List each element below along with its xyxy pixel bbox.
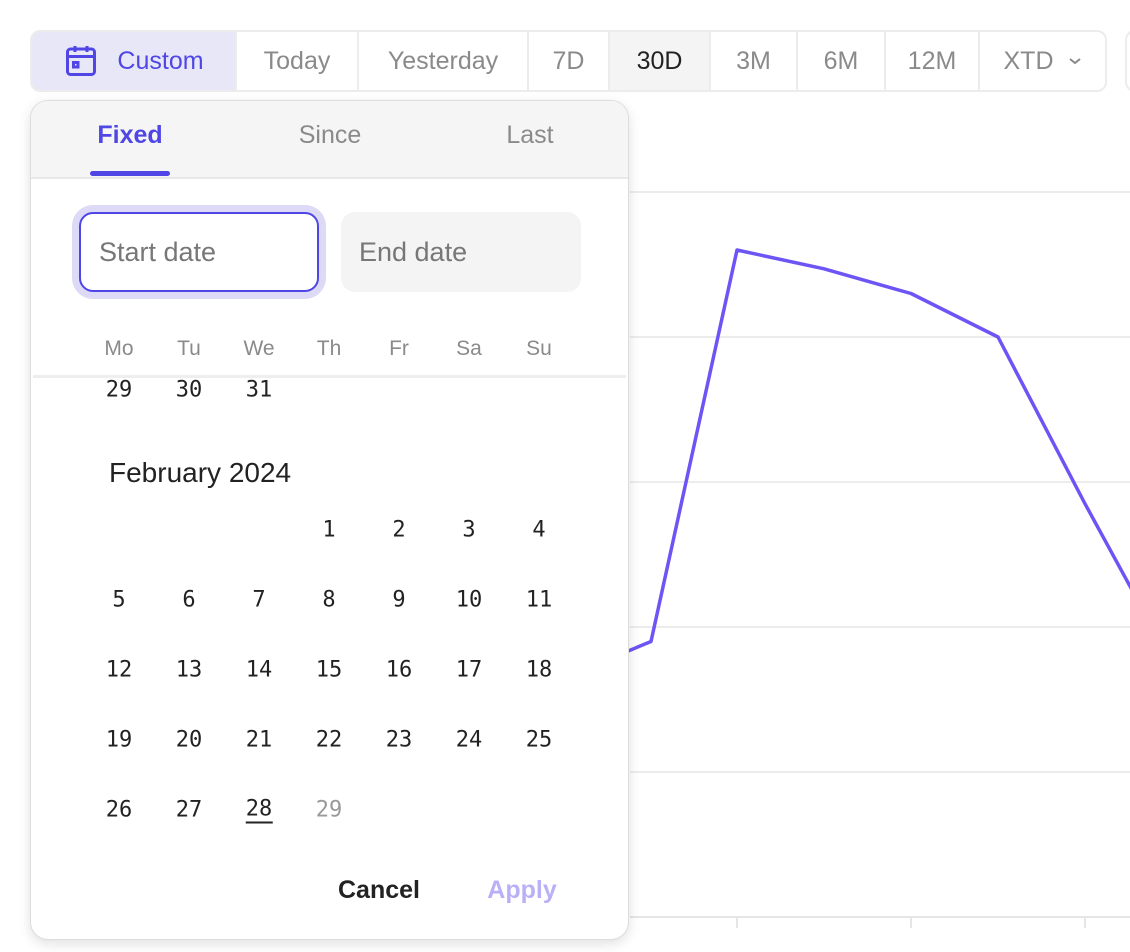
calendar-day[interactable]: 5 (112, 587, 126, 613)
preset-3m[interactable]: 3M (711, 32, 798, 90)
calendar-day[interactable]: 7 (252, 587, 266, 613)
chevron-down-icon (1068, 58, 1081, 65)
tab-since[interactable]: Since (298, 121, 362, 149)
prev-month-day[interactable]: 29 (105, 377, 133, 403)
custom-label: Custom (117, 46, 204, 75)
calendar-day[interactable]: 29 (315, 797, 343, 823)
tab-last[interactable]: Last (506, 121, 554, 149)
calendar-day[interactable]: 24 (455, 727, 483, 753)
calendar-day[interactable]: 8 (322, 587, 336, 613)
weekday-th: Th (316, 337, 342, 360)
calendar-icon (66, 46, 97, 76)
calendar-day[interactable]: 2 (392, 517, 406, 543)
weekday-divider (33, 375, 626, 378)
preset-30d[interactable]: 30D (610, 32, 711, 90)
preset-today[interactable]: Today (237, 32, 359, 90)
calendar-day[interactable]: 1 (322, 517, 336, 543)
calendar-day[interactable]: 6 (182, 587, 196, 613)
calendar-day[interactable]: 3 (462, 517, 476, 543)
weekday-tu: Tu (177, 337, 201, 360)
weekday-fr: Fr (389, 337, 409, 360)
toolbar-extra-button[interactable] (1125, 30, 1130, 92)
weekday-we: We (243, 337, 275, 360)
weekday-sa: Sa (456, 337, 482, 360)
active-tab-indicator (90, 171, 170, 176)
xtd-label: XTD (1003, 46, 1054, 75)
calendar-day[interactable]: 25 (525, 727, 553, 753)
prev-month-day[interactable]: 31 (245, 377, 273, 403)
preset-7d[interactable]: 7D (529, 32, 610, 90)
calendar-day[interactable]: 15 (315, 657, 343, 683)
preset-12m[interactable]: 12M (886, 32, 980, 90)
calendar-day[interactable]: 21 (245, 727, 273, 753)
calendar-day[interactable]: 4 (532, 517, 546, 543)
series-line (563, 248, 1130, 680)
preset-yesterday[interactable]: Yesterday (359, 32, 529, 90)
calendar-day[interactable]: 27 (175, 797, 203, 823)
end-date-input[interactable]: End date (341, 212, 581, 292)
calendar-day[interactable]: 9 (392, 587, 406, 613)
calendar-day[interactable]: 22 (315, 727, 343, 753)
start-date-input[interactable]: Start date (79, 212, 319, 292)
calendar-day[interactable]: 12 (105, 657, 133, 683)
cancel-button[interactable]: Cancel (338, 876, 420, 904)
calendar-day[interactable]: 28 (245, 796, 273, 824)
prev-month-day[interactable]: 30 (175, 377, 203, 403)
custom-range-button[interactable]: Custom (32, 32, 237, 90)
preset-6m[interactable]: 6M (798, 32, 886, 90)
date-picker-popup: Fixed Since Last Start date End date Mo T… (30, 100, 629, 940)
tab-fixed[interactable]: Fixed (97, 121, 163, 149)
calendar-day[interactable]: 19 (105, 727, 133, 753)
calendar-day[interactable]: 23 (385, 727, 413, 753)
calendar-day[interactable]: 16 (385, 657, 413, 683)
calendar-day[interactable]: 20 (175, 727, 203, 753)
preset-xtd[interactable]: XTD (980, 32, 1105, 90)
calendar-day[interactable]: 13 (175, 657, 203, 683)
calendar-day[interactable]: 11 (525, 587, 553, 613)
calendar-day[interactable]: 26 (105, 797, 133, 823)
weekday-su: Su (526, 337, 552, 360)
apply-button[interactable]: Apply (487, 876, 557, 904)
month-title: February 2024 (109, 457, 292, 488)
weekday-mo: Mo (104, 337, 134, 360)
calendar-day[interactable]: 14 (245, 657, 273, 683)
calendar-day[interactable]: 17 (455, 657, 483, 683)
calendar-day[interactable]: 18 (525, 657, 553, 683)
calendar-day[interactable]: 10 (455, 587, 483, 613)
date-range-toolbar: Custom Today Yesterday 7D 30D 3M 6M 12M … (30, 30, 1107, 92)
picker-tabs: Fixed Since Last (31, 101, 628, 179)
